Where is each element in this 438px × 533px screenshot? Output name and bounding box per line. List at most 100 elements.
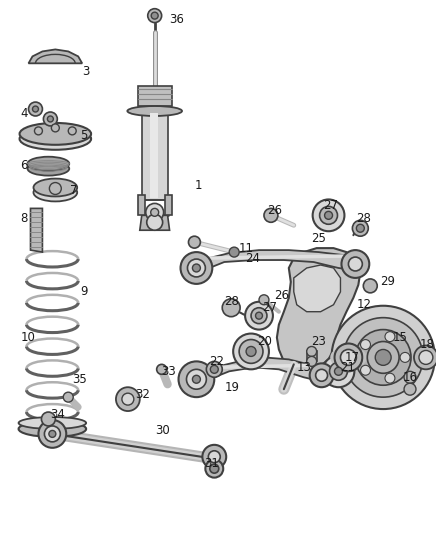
- Circle shape: [245, 302, 273, 329]
- Text: 34: 34: [50, 408, 65, 421]
- Circle shape: [188, 236, 201, 248]
- Text: 21: 21: [340, 361, 356, 374]
- Ellipse shape: [28, 161, 69, 175]
- Text: 36: 36: [170, 13, 184, 26]
- Ellipse shape: [20, 128, 91, 150]
- Text: 22: 22: [209, 355, 224, 368]
- Text: 29: 29: [380, 276, 395, 288]
- Text: 25: 25: [311, 232, 325, 245]
- Circle shape: [310, 364, 333, 387]
- Circle shape: [360, 365, 371, 375]
- Circle shape: [375, 350, 391, 365]
- Circle shape: [210, 464, 219, 473]
- Circle shape: [385, 332, 395, 342]
- Circle shape: [28, 102, 42, 116]
- Circle shape: [342, 250, 369, 278]
- Polygon shape: [138, 196, 145, 215]
- Circle shape: [307, 357, 317, 366]
- Circle shape: [229, 247, 239, 257]
- Circle shape: [414, 345, 438, 369]
- Text: 23: 23: [311, 335, 325, 348]
- Circle shape: [385, 373, 395, 383]
- Polygon shape: [307, 351, 317, 361]
- Circle shape: [179, 361, 214, 397]
- Ellipse shape: [33, 183, 77, 201]
- Circle shape: [187, 369, 206, 389]
- Circle shape: [335, 343, 362, 372]
- Ellipse shape: [33, 179, 77, 197]
- Circle shape: [39, 420, 66, 448]
- Text: 26: 26: [267, 204, 282, 217]
- Polygon shape: [28, 50, 82, 63]
- Text: 28: 28: [357, 212, 371, 225]
- Circle shape: [205, 460, 223, 478]
- Circle shape: [43, 112, 57, 126]
- Circle shape: [353, 220, 368, 236]
- Circle shape: [44, 426, 60, 442]
- Circle shape: [255, 312, 262, 319]
- Text: 24: 24: [245, 252, 260, 264]
- Circle shape: [49, 182, 61, 195]
- Polygon shape: [31, 208, 42, 252]
- Circle shape: [360, 340, 371, 350]
- Circle shape: [404, 372, 416, 383]
- Polygon shape: [165, 196, 172, 215]
- Circle shape: [363, 279, 377, 293]
- Circle shape: [355, 329, 411, 385]
- Text: 9: 9: [80, 285, 88, 298]
- Circle shape: [404, 383, 416, 395]
- Circle shape: [147, 214, 162, 230]
- Ellipse shape: [18, 421, 86, 437]
- Text: 32: 32: [135, 387, 150, 401]
- Text: 20: 20: [257, 335, 272, 348]
- Text: 27: 27: [262, 301, 277, 314]
- Text: 18: 18: [420, 338, 435, 351]
- Circle shape: [180, 252, 212, 284]
- Ellipse shape: [18, 417, 86, 429]
- Polygon shape: [140, 215, 170, 230]
- Circle shape: [325, 212, 332, 219]
- Text: 3: 3: [82, 65, 89, 78]
- Circle shape: [348, 257, 362, 271]
- Ellipse shape: [20, 123, 91, 145]
- Circle shape: [68, 127, 76, 135]
- Circle shape: [340, 350, 357, 365]
- Circle shape: [151, 208, 159, 216]
- Circle shape: [367, 342, 399, 373]
- Circle shape: [320, 206, 338, 224]
- Circle shape: [246, 346, 256, 357]
- Text: 33: 33: [162, 365, 177, 378]
- Circle shape: [47, 116, 53, 122]
- Polygon shape: [277, 248, 360, 372]
- Circle shape: [307, 346, 317, 357]
- Text: 7: 7: [70, 184, 78, 197]
- Circle shape: [332, 306, 435, 409]
- Circle shape: [259, 295, 269, 305]
- Text: 26: 26: [274, 289, 289, 302]
- Polygon shape: [150, 113, 158, 198]
- Text: 35: 35: [72, 373, 87, 386]
- Circle shape: [151, 12, 158, 19]
- Circle shape: [187, 259, 205, 277]
- Circle shape: [222, 299, 240, 317]
- Text: 5: 5: [80, 130, 88, 142]
- Text: 15: 15: [393, 331, 408, 344]
- Circle shape: [42, 412, 55, 426]
- Circle shape: [206, 361, 222, 377]
- Text: 30: 30: [155, 424, 170, 438]
- Polygon shape: [138, 86, 172, 106]
- Ellipse shape: [127, 106, 182, 116]
- Polygon shape: [294, 265, 340, 312]
- Circle shape: [192, 264, 201, 272]
- Text: 11: 11: [239, 241, 254, 255]
- Circle shape: [32, 106, 39, 112]
- Text: 19: 19: [224, 381, 239, 394]
- Circle shape: [157, 365, 166, 374]
- Circle shape: [192, 375, 201, 383]
- Circle shape: [51, 124, 59, 132]
- Circle shape: [400, 352, 410, 362]
- Text: 27: 27: [324, 199, 339, 212]
- Text: 1: 1: [194, 179, 202, 192]
- Circle shape: [233, 334, 269, 369]
- Circle shape: [419, 351, 433, 365]
